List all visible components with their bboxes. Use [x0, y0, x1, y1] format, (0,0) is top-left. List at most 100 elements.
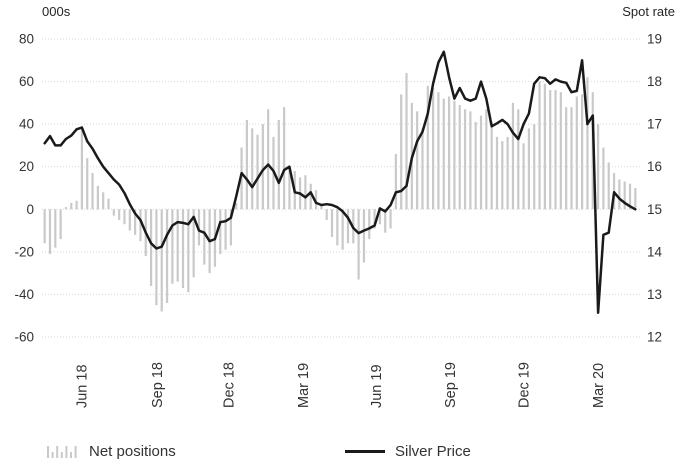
net-positions-bar	[224, 209, 227, 250]
x-axis-tick-label: Dec 19	[517, 362, 533, 408]
y-axis-left-tick-label: 20	[19, 159, 34, 174]
net-positions-bar	[474, 122, 477, 210]
net-positions-bar	[394, 153, 397, 210]
y-axis-left-tick-label: 40	[19, 117, 34, 132]
net-positions-bar	[373, 209, 376, 229]
net-positions-bar	[341, 209, 344, 250]
y-axis-left-tick-label: 0	[26, 202, 34, 217]
net-positions-bar	[112, 209, 115, 216]
net-positions-bar	[304, 175, 307, 210]
net-positions-bar	[421, 128, 424, 210]
net-positions-bar	[96, 185, 99, 210]
legend-bar-glyph	[51, 451, 54, 458]
net-positions-bar	[134, 209, 137, 235]
net-positions-bar	[565, 107, 568, 210]
y-axis-left-tick-label: -20	[14, 244, 34, 259]
net-positions-bar	[368, 209, 371, 240]
legend-bar-glyph	[70, 451, 72, 458]
net-positions-bar	[245, 119, 248, 210]
net-positions-bar	[389, 209, 392, 229]
net-positions-bar	[176, 209, 179, 282]
net-positions-bar	[559, 92, 562, 210]
net-positions-bar	[618, 179, 621, 210]
net-positions-bar	[357, 209, 360, 280]
net-positions-bar	[80, 126, 84, 210]
net-positions-bar	[235, 202, 238, 210]
net-positions-bar	[495, 136, 499, 210]
x-axis-tick-label: Mar 19	[296, 363, 312, 408]
net-positions-bar	[527, 128, 531, 210]
net-positions-bar	[432, 87, 435, 210]
net-positions-bar	[501, 141, 504, 210]
net-positions-bar	[48, 209, 52, 254]
net-positions-bar	[320, 205, 323, 210]
net-positions-bar	[75, 200, 78, 210]
legend-bar-glyph	[74, 445, 77, 458]
net-positions-bar	[575, 96, 578, 210]
net-positions-bar	[511, 102, 515, 210]
y-axis-left-tick-label: -60	[14, 330, 34, 345]
net-positions-bar	[469, 111, 472, 210]
net-positions-bar	[229, 209, 233, 246]
right-axis-title: Spot rate	[622, 4, 675, 19]
net-positions-bar	[362, 209, 366, 263]
net-positions-bar	[261, 124, 264, 210]
net-positions-bar	[416, 111, 419, 210]
y-axis-right-tick-label: 14	[647, 244, 663, 259]
net-positions-bar	[596, 124, 600, 210]
net-positions-bar	[479, 115, 483, 210]
net-positions-bar	[453, 100, 456, 210]
net-positions-bar	[139, 209, 142, 242]
net-positions-bar	[325, 209, 328, 220]
net-positions-bar	[586, 77, 589, 210]
net-positions-bar	[43, 209, 46, 244]
net-positions-bar	[187, 209, 190, 293]
net-positions-bar	[522, 143, 525, 210]
net-positions-bar	[59, 209, 62, 240]
legend-item-net-positions: Net positions	[46, 441, 176, 461]
net-positions-bar	[463, 109, 467, 210]
x-axis-tick-label: Jun 19	[369, 364, 385, 408]
net-positions-bar	[533, 124, 536, 210]
net-positions-bar	[517, 109, 520, 210]
net-positions-bar	[442, 98, 445, 210]
net-positions-bar	[123, 209, 126, 225]
silver-price-line	[43, 50, 637, 314]
net-positions-bar	[378, 209, 382, 225]
net-positions-bars-icon	[47, 445, 77, 458]
net-positions-bar	[336, 209, 339, 246]
net-positions-bar	[405, 73, 408, 210]
net-positions-bar	[219, 209, 222, 254]
legend-bar-glyph	[56, 445, 59, 458]
net-positions-bar	[256, 134, 259, 210]
net-positions-bar	[155, 209, 158, 306]
net-positions-bar	[384, 209, 387, 233]
y-axis-right-tick-label: 12	[647, 330, 662, 345]
net-positions-bar	[288, 168, 291, 210]
y-axis-right-tick-label: 18	[647, 74, 662, 89]
y-axis-right-tick-label: 19	[647, 32, 662, 47]
net-positions-bar	[160, 209, 163, 312]
net-positions-bar	[581, 94, 584, 210]
net-positions-bar	[623, 181, 626, 210]
y-axis-right-tick-label: 16	[647, 159, 662, 174]
net-positions-bar	[607, 162, 610, 210]
x-axis-tick-label: Dec 18	[221, 362, 237, 408]
legend-label-silver-price: Silver Price	[395, 442, 471, 460]
legend-bar-glyph	[47, 445, 49, 458]
y-axis-right-tick-label: 17	[647, 117, 662, 132]
net-positions-bar	[277, 119, 280, 210]
y-axis-left-tick-label: -40	[14, 287, 34, 302]
net-positions-bar	[437, 92, 440, 210]
legend-label-net-positions: Net positions	[89, 442, 176, 460]
net-positions-bar	[267, 109, 270, 210]
net-positions-bar	[283, 107, 286, 210]
net-positions-bar	[426, 85, 429, 210]
y-axis-right-tick-label: 15	[647, 202, 662, 217]
net-positions-bar	[314, 190, 318, 210]
net-positions-bar	[86, 158, 89, 210]
net-positions-bar	[64, 207, 68, 210]
net-positions-bar	[554, 90, 557, 210]
